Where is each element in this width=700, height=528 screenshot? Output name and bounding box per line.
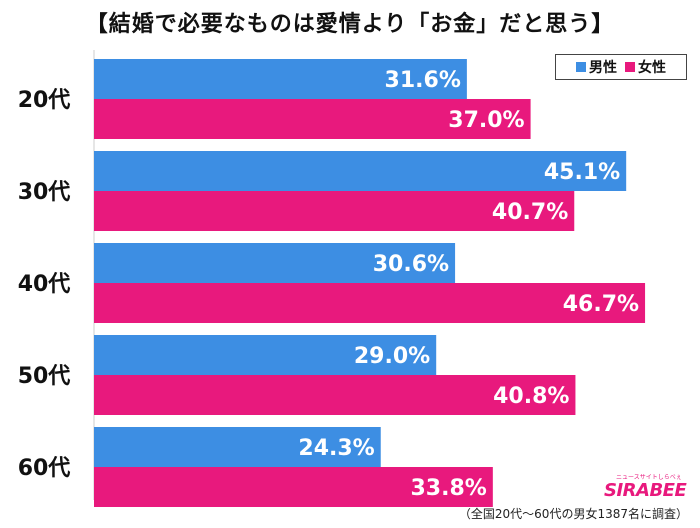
bar-value-label: 46.7% [563,292,639,317]
bar-female [94,191,575,231]
legend-swatch-female [625,62,635,72]
legend-item-female: 女性 [625,57,666,77]
bar-female [94,283,646,323]
bar-value-label: 24.3% [298,436,374,461]
bar-value-label: 31.6% [385,68,461,93]
bar-male [94,151,627,191]
bar-male [94,59,467,99]
bar-male [94,335,437,375]
bar-value-label: 37.0% [448,108,524,133]
category-label: 20代 [18,88,71,113]
legend: 男性 女性 [555,54,687,80]
footnote: （全国20代～60代の男女1387名に調査） [458,507,688,521]
chart-title: 【結婚で必要なものは愛情より「お金」だと思う】 [85,12,615,37]
bar-female [94,99,531,139]
category-label: 30代 [18,180,71,205]
bar-value-label: 40.8% [493,384,569,409]
bar-female [94,375,576,415]
legend-label-male: 男性 [589,60,617,76]
bar-female [94,467,493,507]
category-label: 40代 [18,272,71,297]
logo-wordmark: SIRABEE [604,480,687,501]
legend-label-female: 女性 [638,60,666,76]
bar-value-label: 45.1% [544,160,620,185]
bar-value-label: 30.6% [373,252,449,277]
sirabee-logo: ニュースサイトしらべぇ SIRABEE [600,472,690,502]
category-label: 60代 [18,456,71,481]
bar-value-label: 29.0% [354,344,430,369]
legend-item-male: 男性 [576,57,617,77]
category-label: 50代 [18,364,71,389]
bar-male [94,243,456,283]
bar-male [94,427,381,467]
bar-value-label: 40.7% [492,200,568,225]
bar-value-label: 33.8% [411,476,487,501]
legend-swatch-male [576,62,586,72]
logo-subtitle: ニュースサイトしらべぇ [616,474,682,481]
